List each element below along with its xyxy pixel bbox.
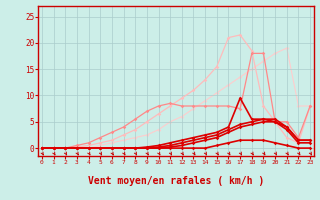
X-axis label: Vent moyen/en rafales ( km/h ): Vent moyen/en rafales ( km/h ): [88, 176, 264, 186]
